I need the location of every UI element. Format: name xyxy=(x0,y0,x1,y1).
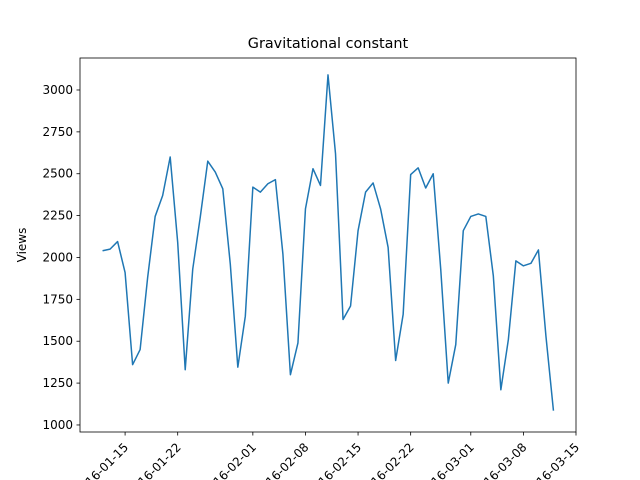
plot-frame xyxy=(79,57,577,433)
chart-title: Gravitational constant xyxy=(248,36,409,52)
line xyxy=(102,74,555,411)
y-tick-label: 2750 xyxy=(42,125,73,139)
y-tick-label: 1250 xyxy=(42,376,73,390)
y-tick-label: 1500 xyxy=(42,334,73,348)
y-tick-label: 1750 xyxy=(42,292,73,306)
y-tick-label: 3000 xyxy=(42,83,73,97)
y-tick-label: 1000 xyxy=(42,418,73,432)
y-axis-label: Views xyxy=(15,228,29,263)
y-tick-label: 2250 xyxy=(42,209,73,223)
y-tick-label: 2000 xyxy=(42,250,73,264)
y-tick-label: 2500 xyxy=(42,167,73,181)
